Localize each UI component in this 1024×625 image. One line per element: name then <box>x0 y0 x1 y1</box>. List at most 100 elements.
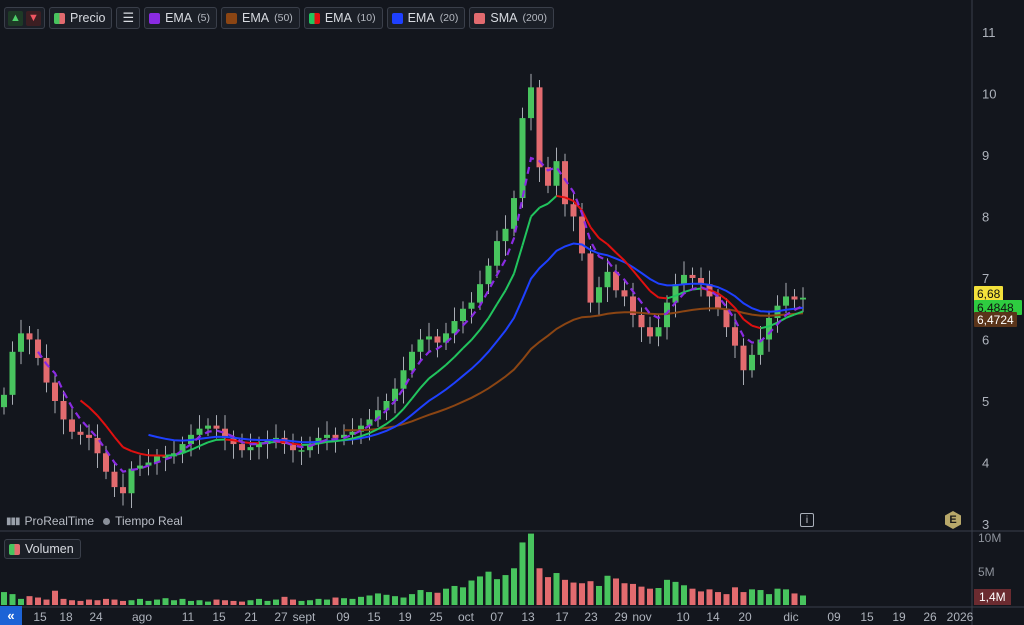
x-tick-label: dic <box>783 610 798 624</box>
volume-bar <box>451 585 458 605</box>
volume-bar <box>630 583 636 605</box>
candle-body <box>247 447 254 451</box>
candle-body <box>35 339 41 358</box>
candle-body <box>400 370 407 389</box>
volume-bar <box>579 583 585 605</box>
x-tick-label: 2026 <box>947 610 974 624</box>
candle-body <box>596 287 602 303</box>
candle-body <box>332 434 339 438</box>
ema10-segment <box>318 440 328 445</box>
candle-body <box>18 333 24 352</box>
volume-bar <box>774 588 781 605</box>
ema10-segment <box>385 416 396 425</box>
volume-bar <box>553 573 560 605</box>
ema10-segment <box>632 269 643 282</box>
volume-bar <box>290 599 296 605</box>
candle-body <box>9 351 16 395</box>
volume-bar <box>494 579 500 605</box>
x-tick-label: 20 <box>738 610 752 624</box>
scroll-back-button[interactable]: « <box>0 606 22 625</box>
candle-body <box>366 419 373 426</box>
candle-body <box>698 278 704 285</box>
ema10-segment <box>725 298 736 309</box>
volume-bar <box>281 596 288 605</box>
indicator-name: SMA <box>490 11 518 25</box>
indicator-chip-ema20[interactable]: EMA (20) <box>386 7 466 29</box>
volume-bar <box>545 577 551 605</box>
ema10-segment <box>530 206 541 218</box>
x-tick-label: 19 <box>398 610 412 624</box>
ema10-segment <box>760 325 770 330</box>
volume-bar <box>358 596 364 605</box>
volume-label: Volumen <box>25 542 74 556</box>
candle-body <box>732 327 738 346</box>
volume-bar <box>468 580 475 605</box>
indicator-chip-ema50[interactable]: EMA (50) <box>221 7 300 29</box>
y-tick-label: 5 <box>982 394 989 409</box>
x-tick-label: 11 <box>182 610 195 624</box>
event-label: E <box>949 514 957 526</box>
volume-bar <box>230 600 237 605</box>
volume-bar <box>18 598 24 605</box>
candle-body <box>443 333 449 343</box>
x-tick-label: 29 <box>614 610 628 624</box>
list-menu-button[interactable]: ☰ <box>116 7 141 29</box>
volume-bar <box>137 598 143 605</box>
candle-body <box>222 428 228 438</box>
list-icon: ☰ <box>122 10 135 25</box>
volume-bar <box>332 597 339 605</box>
volume-bar <box>324 599 330 605</box>
volume-bar <box>69 600 75 605</box>
ema5-line <box>37 156 804 473</box>
candle-body <box>715 296 721 309</box>
volume-bar <box>298 600 305 605</box>
indicator-chip-ema5[interactable]: EMA (5) <box>144 7 218 29</box>
volume-bar <box>409 594 415 605</box>
candle-body <box>621 290 628 297</box>
volume-chip[interactable]: Volumen <box>4 539 81 559</box>
candle-body <box>196 428 203 435</box>
ema10-segment <box>445 356 456 366</box>
candle-body <box>519 118 526 199</box>
ema10-segment <box>131 450 141 455</box>
candle-body <box>103 453 109 472</box>
x-tick-label: 26 <box>923 610 937 624</box>
candle-body <box>545 167 551 186</box>
ema10-segment <box>513 245 524 274</box>
candle-body <box>426 336 432 340</box>
info-button[interactable]: i <box>800 513 814 527</box>
candle-body <box>434 336 441 343</box>
arrow-up-icon[interactable]: ▲ <box>8 10 23 26</box>
volume-bar <box>647 588 653 605</box>
event-badge[interactable]: E <box>944 511 962 529</box>
volume-bar <box>341 598 347 605</box>
indicator-chip-sma200[interactable]: SMA (200) <box>469 7 554 29</box>
candle-body <box>468 302 475 309</box>
candle-body <box>290 444 296 451</box>
volume-bar <box>528 533 534 605</box>
indicator-chip-ema10[interactable]: EMA (10) <box>303 7 383 29</box>
brand-footer: ▮▮▮ ProRealTime Tiempo Real <box>6 514 183 528</box>
candle-body <box>511 198 517 229</box>
volume-tick-label: 10M <box>978 531 1001 545</box>
ema10-segment <box>190 445 200 451</box>
candle-body <box>324 434 330 438</box>
ema10-segment <box>496 289 507 305</box>
ema10-segment <box>734 307 745 320</box>
double-chevron-left-icon: « <box>7 608 15 623</box>
price-chip[interactable]: Precio <box>49 7 113 29</box>
volume-bar <box>732 587 738 605</box>
volume-bar <box>740 592 747 605</box>
event-hexagon-icon <box>945 511 961 529</box>
candle-body <box>392 388 398 401</box>
ema10-segment <box>453 347 464 358</box>
arrow-down-icon[interactable]: ▼ <box>26 10 41 26</box>
candle-body <box>1 394 7 408</box>
candle-body <box>205 425 211 429</box>
volume-bar <box>519 542 526 605</box>
volume-bar <box>9 594 16 605</box>
buy-sell-buttons[interactable]: ▲ ▼ <box>4 7 45 29</box>
candle-body <box>570 204 577 217</box>
volume-bar <box>562 579 568 605</box>
candle-body <box>502 228 509 242</box>
